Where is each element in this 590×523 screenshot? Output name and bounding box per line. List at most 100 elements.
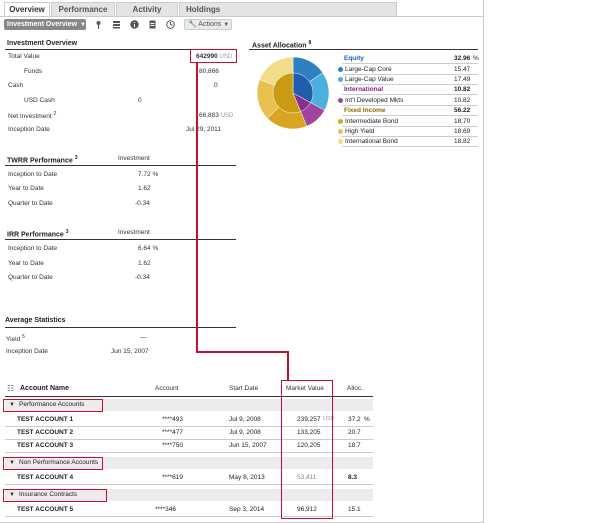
divider bbox=[5, 49, 236, 50]
col-market-value[interactable]: Market Value bbox=[286, 385, 324, 392]
allocation-item-value: 18.69 bbox=[454, 128, 471, 135]
col-account-name[interactable]: Account Name bbox=[20, 385, 70, 392]
wrench-icon: 🔧 bbox=[188, 21, 197, 28]
col-alloc[interactable]: Alloc. bbox=[347, 385, 363, 392]
irr-row-value: 1.62 bbox=[138, 260, 151, 267]
divider bbox=[5, 396, 373, 397]
twrr-row-label: Year to Date bbox=[8, 185, 44, 192]
legend-dot-icon bbox=[338, 129, 343, 134]
highlight-market-value-column bbox=[281, 380, 333, 519]
account-name[interactable]: TEST ACCOUNT 1 bbox=[17, 416, 74, 423]
account-number: ****750 bbox=[162, 442, 183, 449]
allocation-group-name: Fixed Income bbox=[344, 107, 386, 114]
account-market-currency: USD bbox=[323, 416, 335, 422]
account-name[interactable]: TEST ACCOUNT 5 bbox=[17, 506, 74, 513]
allocation-group-name: Equity bbox=[344, 55, 364, 62]
view-dropdown-label: Investment Overview bbox=[7, 21, 78, 28]
irr-row-label: Quarter to Date bbox=[8, 274, 53, 281]
account-name[interactable]: TEST ACCOUNT 4 bbox=[17, 474, 74, 481]
allocation-item-name: Large-Cap Value bbox=[345, 76, 394, 83]
allocation-item: High Yield 18.69 bbox=[338, 126, 480, 136]
divider bbox=[5, 484, 373, 485]
allocation-item-value: 18.82 bbox=[454, 138, 471, 145]
account-alloc: 8.3 bbox=[348, 474, 358, 481]
pie-slice-inner[interactable] bbox=[292, 72, 314, 103]
investment-overview-title: Investment Overview bbox=[7, 40, 78, 47]
divider bbox=[5, 439, 373, 440]
collapse-icon[interactable]: ▼ bbox=[9, 492, 15, 498]
highlight-account-group bbox=[3, 399, 103, 412]
average-statistics-title: Average Statistics bbox=[5, 317, 66, 324]
tab-holdings[interactable]: Holdings bbox=[179, 2, 397, 16]
toolbar: Investment Overview ▼ 🔧 Actions ▼ bbox=[4, 19, 484, 31]
tab-overview[interactable]: Overview bbox=[4, 2, 50, 16]
divider bbox=[5, 452, 373, 453]
allocation-item-name: Int'l Developed Mkts bbox=[345, 97, 404, 104]
account-start-date: May 8, 2013 bbox=[229, 474, 265, 481]
inception-date-value: Jul 29, 2011 bbox=[186, 126, 221, 133]
twrr-row-value: 7.72 % bbox=[138, 171, 159, 178]
divider bbox=[5, 327, 236, 328]
total-value: 642990 USD bbox=[196, 53, 233, 60]
allocation-item-name: Large-Cap Core bbox=[345, 66, 392, 73]
legend-dot-icon bbox=[338, 67, 343, 72]
allocation-group-total: 10.82 bbox=[454, 86, 471, 93]
funds-label: Funds bbox=[24, 68, 43, 75]
table-row[interactable]: TEST ACCOUNT 4 ****619 May 8, 2013 53,41… bbox=[5, 472, 373, 484]
connector-line bbox=[196, 351, 288, 353]
pin-icon[interactable] bbox=[94, 20, 103, 29]
divider bbox=[342, 83, 478, 85]
table-row[interactable]: TEST ACCOUNT 1 ****493 Jul 9, 2008 239,2… bbox=[5, 414, 373, 426]
usd-cash-value: 0 bbox=[138, 97, 142, 104]
col-start-date[interactable]: Start Date bbox=[229, 385, 259, 392]
account-alloc-unit: % bbox=[364, 416, 370, 423]
table-settings-icon[interactable]: ☷ bbox=[7, 384, 15, 393]
account-name[interactable]: TEST ACCOUNT 2 bbox=[17, 429, 74, 436]
twrr-title: TWRR Performance 3 bbox=[7, 155, 78, 165]
view-dropdown[interactable]: Investment Overview ▼ bbox=[4, 19, 86, 30]
list-icon[interactable] bbox=[112, 20, 121, 29]
allocation-unit: % bbox=[473, 55, 479, 62]
tab-performance[interactable]: Performance bbox=[51, 2, 115, 16]
collapse-icon[interactable]: ▼ bbox=[9, 460, 15, 466]
allocation-group-total: 56.22 bbox=[454, 107, 471, 114]
net-investment-label: Net Investment 2 bbox=[8, 111, 57, 121]
divider bbox=[5, 165, 236, 166]
divider bbox=[342, 115, 478, 116]
account-start-date: Sep 3, 2014 bbox=[229, 506, 265, 513]
average-inception-label: Inception Date bbox=[6, 348, 48, 355]
divider bbox=[342, 63, 478, 64]
divider bbox=[342, 104, 478, 106]
pie-slice-inner[interactable] bbox=[272, 72, 301, 114]
info-icon[interactable] bbox=[130, 20, 139, 29]
account-start-date: Jun 15, 2007 bbox=[229, 442, 267, 449]
table-row[interactable]: TEST ACCOUNT 3 ****750 Jun 15, 2007 120,… bbox=[5, 440, 373, 452]
actions-button[interactable]: 🔧 Actions ▼ bbox=[184, 19, 232, 30]
table-row[interactable]: TEST ACCOUNT 2 ****477 Jul 9, 2008 133,2… bbox=[5, 427, 373, 439]
legend-dot-icon bbox=[338, 119, 343, 124]
allocation-item: Intermediate Bond 18.70 bbox=[338, 116, 480, 126]
divider bbox=[5, 516, 373, 517]
account-group-label: Insurance Contracts bbox=[19, 491, 78, 498]
chevron-down-icon: ▼ bbox=[80, 22, 86, 28]
chevron-down-icon: ▼ bbox=[223, 22, 230, 28]
average-inception-value: Jun 15, 2007 bbox=[111, 348, 149, 355]
account-name[interactable]: TEST ACCOUNT 3 bbox=[17, 442, 74, 449]
account-alloc: 37.2 bbox=[348, 416, 361, 423]
collapse-icon[interactable]: ▼ bbox=[9, 402, 15, 408]
clock-icon[interactable] bbox=[166, 20, 175, 29]
divider bbox=[342, 125, 478, 127]
document-icon[interactable] bbox=[148, 20, 157, 29]
irr-row-value: -0.34 bbox=[135, 274, 150, 281]
legend-dot-icon bbox=[338, 98, 343, 103]
account-market-value: 133,205 bbox=[297, 429, 321, 436]
tab-activity[interactable]: Activity bbox=[116, 2, 178, 16]
account-market-value: 96,912 bbox=[297, 506, 317, 513]
table-row[interactable]: TEST ACCOUNT 5 ****346 Sep 3, 2014 96,91… bbox=[5, 504, 373, 516]
divider bbox=[342, 94, 478, 95]
col-account[interactable]: Account bbox=[155, 385, 179, 392]
allocation-group-name: International bbox=[344, 86, 384, 93]
allocation-item-name: International Bond bbox=[345, 138, 398, 145]
account-start-date: Jul 9, 2008 bbox=[229, 416, 261, 423]
divider bbox=[5, 239, 236, 240]
